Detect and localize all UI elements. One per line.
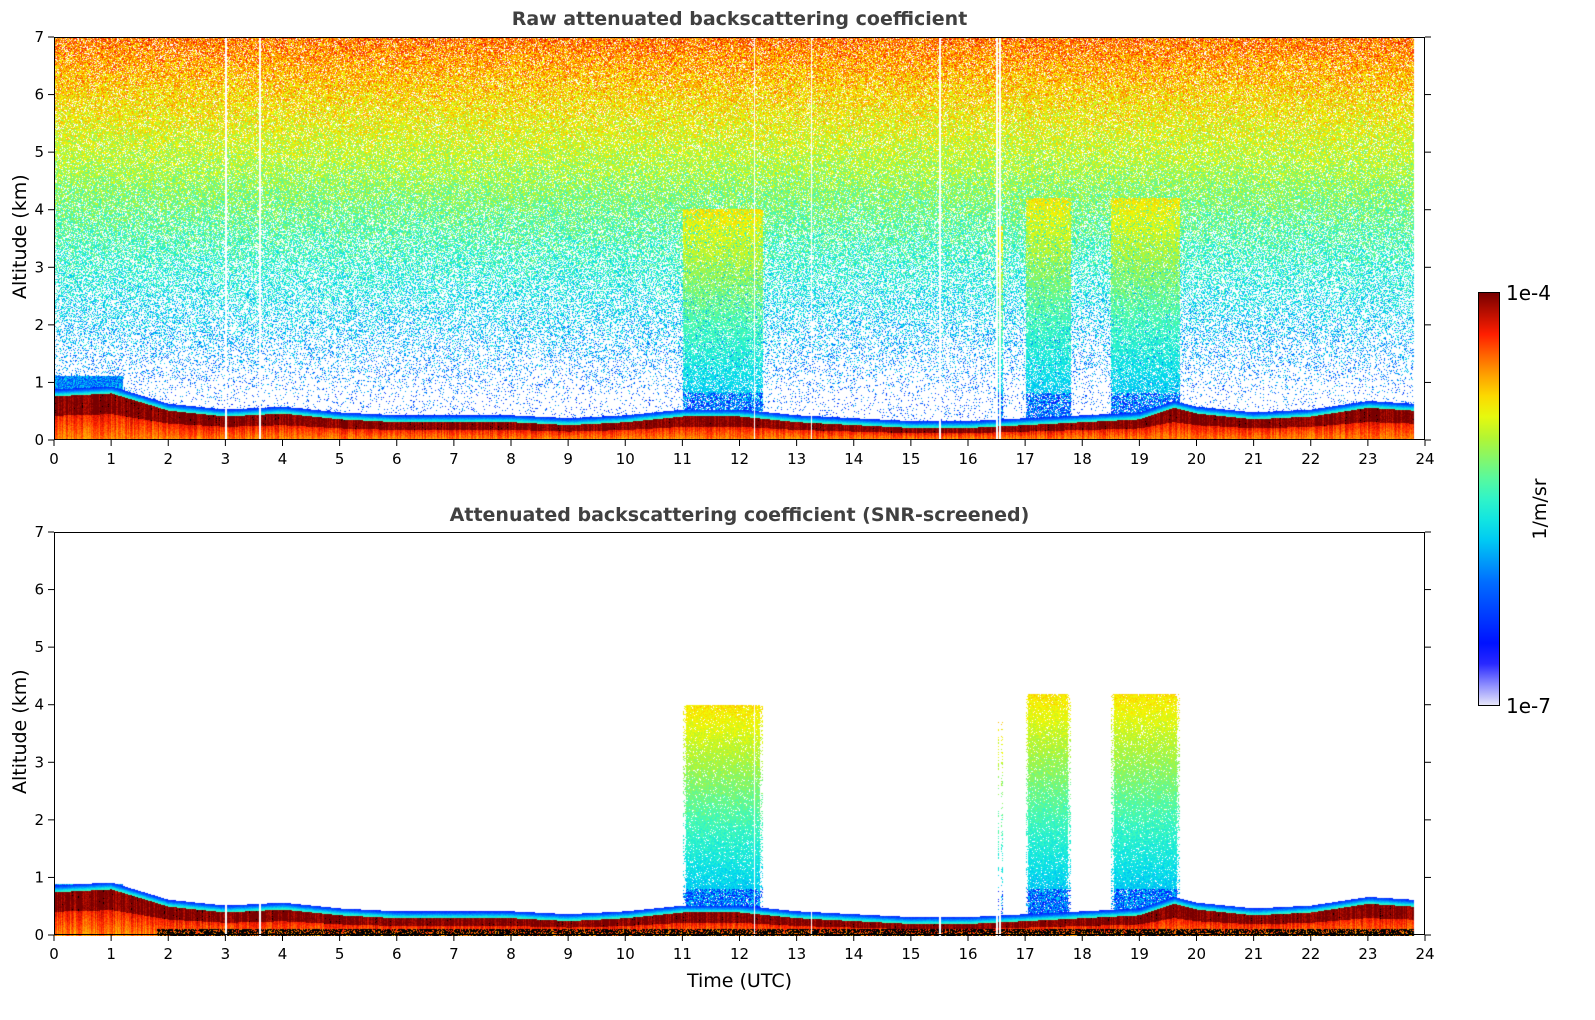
x-tick-label: 17: [1016, 945, 1035, 963]
x-tick-label: 1: [106, 450, 116, 468]
y-tick-label: 6: [34, 581, 44, 599]
x-tick-label: 21: [1244, 450, 1263, 468]
x-tick-label: 3: [221, 450, 231, 468]
x-tick-label: 0: [49, 945, 59, 963]
x-tick-label: 1: [106, 945, 116, 963]
x-tick-label: 23: [1358, 945, 1377, 963]
x-tick-label: 20: [1187, 450, 1206, 468]
y-tick-label: 2: [34, 316, 44, 334]
x-tick-label: 22: [1301, 450, 1320, 468]
x-tick-label: 7: [449, 450, 459, 468]
x-tick-label: 2: [163, 945, 173, 963]
bottom-heatmap: [54, 533, 1425, 936]
x-tick-label: 15: [901, 945, 920, 963]
y-tick-label: 5: [34, 143, 44, 161]
x-tick-label: 9: [563, 450, 573, 468]
y-tick-label: 4: [34, 696, 44, 714]
y-tick-label: 7: [34, 523, 44, 541]
x-tick-label: 5: [335, 450, 345, 468]
x-tick-label: 8: [506, 945, 516, 963]
colorbar-min-label: 1e-7: [1506, 694, 1551, 718]
x-tick-label: 12: [730, 945, 749, 963]
x-tick-label: 4: [278, 450, 288, 468]
x-tick-label: 3: [221, 945, 231, 963]
x-tick-label: 5: [335, 945, 345, 963]
y-tick-label: 4: [34, 201, 44, 219]
x-tick-label: 24: [1415, 945, 1434, 963]
bottom-chart-title: Attenuated backscattering coefficient (S…: [449, 504, 1030, 526]
top-axes-frame: [54, 37, 1425, 440]
x-tick-label: 19: [1130, 945, 1149, 963]
x-tick-label: 14: [844, 450, 863, 468]
top-chart-title: Raw attenuated backscattering coefficien…: [511, 8, 968, 30]
x-tick-label: 11: [673, 450, 692, 468]
y-tick-label: 1: [34, 373, 44, 391]
x-tick-label: 23: [1358, 450, 1377, 468]
y-tick-label: 6: [34, 86, 44, 104]
x-axis-label: Time (UTC): [686, 970, 793, 992]
x-tick-label: 21: [1244, 945, 1263, 963]
x-tick-label: 8: [506, 450, 516, 468]
y-tick-label: 1: [34, 868, 44, 886]
x-tick-label: 7: [449, 945, 459, 963]
y-tick-label: 5: [34, 638, 44, 656]
x-tick-label: 16: [958, 450, 977, 468]
x-tick-label: 0: [49, 450, 59, 468]
x-tick-label: 16: [958, 945, 977, 963]
y-tick-label: 0: [34, 431, 44, 449]
x-tick-label: 6: [392, 945, 402, 963]
x-tick-label: 10: [616, 945, 635, 963]
x-tick-label: 10: [616, 450, 635, 468]
x-tick-label: 13: [787, 450, 806, 468]
x-tick-label: 18: [1073, 945, 1092, 963]
x-tick-label: 17: [1016, 450, 1035, 468]
x-tick-label: 18: [1073, 450, 1092, 468]
top-heatmap: [54, 37, 1425, 440]
x-tick-label: 15: [901, 450, 920, 468]
bottom-axes-frame: [54, 532, 1425, 935]
y-tick-label: 0: [34, 926, 44, 944]
y-tick-label: 7: [34, 28, 44, 46]
x-tick-label: 11: [673, 945, 692, 963]
x-tick-label: 14: [844, 945, 863, 963]
x-tick-label: 20: [1187, 945, 1206, 963]
x-tick-label: 2: [163, 450, 173, 468]
x-tick-label: 13: [787, 945, 806, 963]
x-tick-label: 24: [1415, 450, 1434, 468]
y-tick-label: 2: [34, 811, 44, 829]
colorbar-unit-label: 1/m/sr: [1529, 478, 1551, 540]
colorbar: [1478, 292, 1500, 706]
x-tick-label: 22: [1301, 945, 1320, 963]
x-tick-label: 19: [1130, 450, 1149, 468]
y-tick-label: 3: [34, 258, 44, 276]
y-tick-label: 3: [34, 753, 44, 771]
x-tick-label: 12: [730, 450, 749, 468]
x-tick-label: 4: [278, 945, 288, 963]
x-tick-label: 6: [392, 450, 402, 468]
colorbar-max-label: 1e-4: [1506, 281, 1551, 305]
x-tick-label: 9: [563, 945, 573, 963]
